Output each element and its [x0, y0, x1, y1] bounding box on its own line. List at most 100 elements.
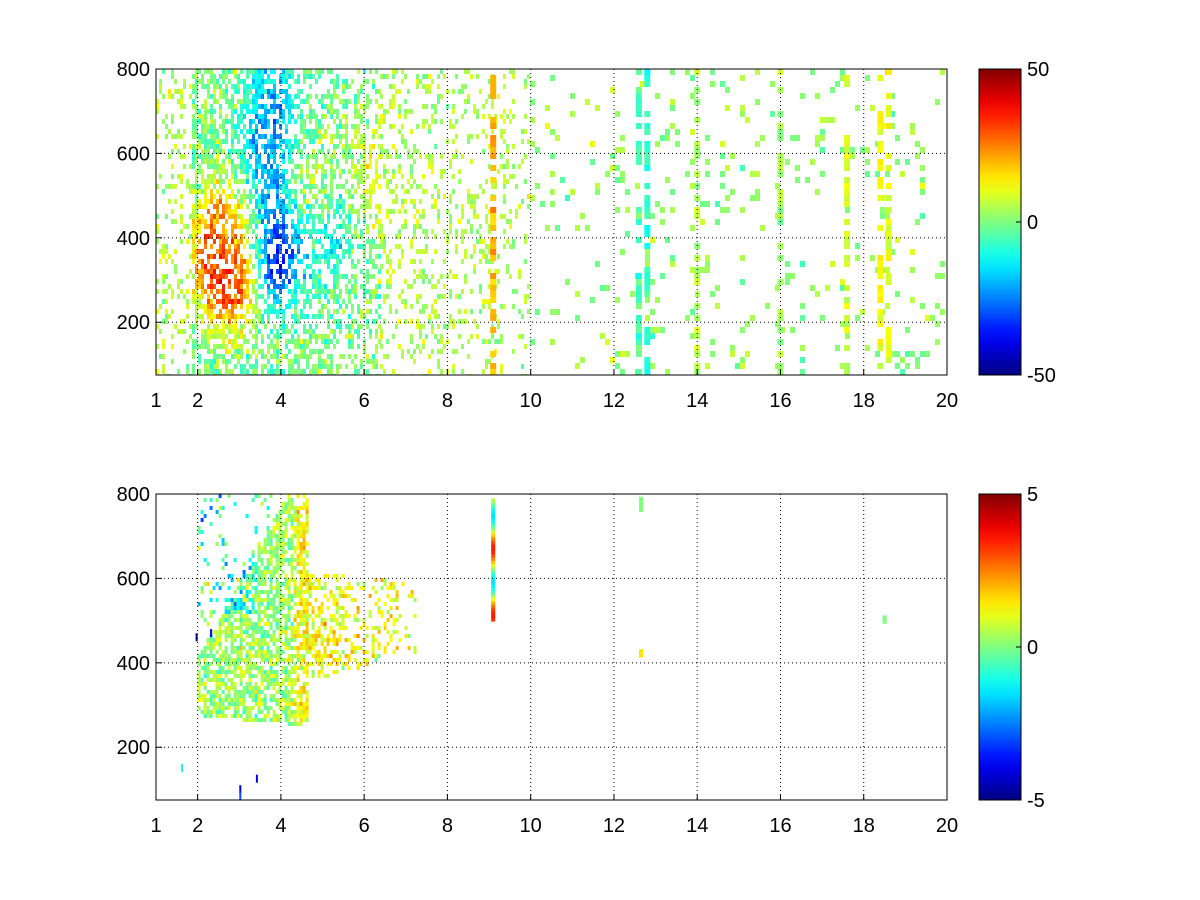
- heatmap-cell: [269, 554, 273, 558]
- heatmap-cell: [186, 184, 189, 189]
- heatmap-cell: [479, 234, 482, 239]
- heatmap-cell: [285, 354, 288, 359]
- heatmap-cell: [272, 662, 276, 666]
- heatmap-cell: [255, 309, 258, 314]
- heatmap-cell: [243, 294, 246, 299]
- heatmap-cell: [503, 74, 506, 79]
- heatmap-cell: [177, 174, 180, 179]
- heatmap-cell: [885, 105, 892, 111]
- heatmap-cell: [198, 109, 201, 114]
- heatmap-cell: [473, 244, 476, 249]
- heatmap-cell: [299, 666, 303, 670]
- heatmap-cell: [276, 369, 279, 374]
- heatmap-cell: [835, 81, 840, 87]
- heatmap-cell: [222, 89, 225, 94]
- heatmap-cell: [221, 542, 225, 546]
- heatmap-cell: [219, 299, 222, 304]
- heatmap-cell: [279, 204, 282, 209]
- heatmap-cell: [644, 129, 651, 135]
- heatmap-cell: [305, 666, 309, 670]
- heatmap-cell: [240, 289, 243, 294]
- heatmap-cell: [260, 550, 264, 554]
- heatmap-cell: [372, 294, 375, 299]
- heatmap-cell: [509, 174, 512, 179]
- heatmap-cell: [344, 626, 348, 630]
- heatmap-cell: [490, 147, 497, 153]
- heatmap-cell: [395, 234, 398, 239]
- heatmap-cell: [281, 630, 285, 634]
- heatmap-cell: [362, 618, 366, 622]
- heatmap-cell: [560, 177, 565, 183]
- heatmap-cell: [302, 686, 306, 690]
- heatmap-cell: [820, 147, 825, 153]
- heatmap-cell: [291, 74, 294, 79]
- heatmap-cell: [335, 638, 339, 642]
- heatmap-cell: [308, 646, 312, 650]
- heatmap-cell: [491, 184, 494, 189]
- heatmap-cell: [321, 314, 324, 319]
- heatmap-cell: [452, 364, 455, 369]
- heatmap-cell: [216, 249, 219, 254]
- heatmap-cell: [261, 369, 264, 374]
- heatmap-cell: [258, 214, 261, 219]
- heatmap-cell: [186, 239, 189, 244]
- heatmap-cell: [372, 354, 375, 359]
- heatmap-cell: [269, 602, 273, 606]
- heatmap-cell: [219, 279, 222, 284]
- heatmap-cell: [335, 610, 339, 614]
- heatmap-cell: [249, 354, 252, 359]
- heatmap-cell: [246, 204, 249, 209]
- heatmap-cell: [285, 209, 288, 214]
- heatmap-cell: [272, 678, 276, 682]
- heatmap-cell: [885, 213, 890, 219]
- heatmap-cell: [215, 670, 219, 674]
- heatmap-cell: [332, 642, 336, 646]
- heatmap-cell: [360, 134, 363, 139]
- heatmap-cell: [210, 229, 213, 234]
- heatmap-cell: [201, 339, 204, 344]
- heatmap-cell: [224, 610, 228, 614]
- heatmap-cell: [306, 354, 309, 359]
- heatmap-cell: [885, 93, 892, 99]
- heatmap-cell: [512, 99, 515, 104]
- heatmap-cell: [267, 139, 270, 144]
- heatmap-cell: [273, 224, 276, 229]
- heatmap-cell: [222, 129, 225, 134]
- heatmap-cell: [521, 199, 524, 204]
- heatmap-cell: [269, 546, 273, 550]
- heatmap-cell: [174, 144, 177, 149]
- heatmap-cell: [341, 590, 345, 594]
- heatmap-cell: [877, 273, 884, 279]
- heatmap-cell: [324, 304, 327, 309]
- heatmap-cell: [330, 184, 333, 189]
- heatmap-cell: [237, 359, 240, 364]
- heatmap-cell: [162, 69, 165, 74]
- heatmap-cell: [251, 598, 255, 602]
- heatmap-cell: [635, 207, 642, 213]
- heatmap-cell: [777, 129, 784, 135]
- heatmap-cell: [366, 204, 369, 209]
- heatmap-cell: [231, 339, 234, 344]
- heatmap-cell: [302, 618, 306, 622]
- heatmap-cell: [198, 184, 201, 189]
- heatmap-cell: [575, 363, 580, 369]
- heatmap-cell: [309, 304, 312, 309]
- heatmap-cell: [224, 662, 228, 666]
- heatmap-cell: [272, 594, 276, 598]
- heatmap-cell: [225, 274, 228, 279]
- heatmap-cell: [378, 269, 381, 274]
- heatmap-cell: [635, 69, 642, 75]
- heatmap-cell: [369, 159, 372, 164]
- heatmap-cell: [345, 214, 348, 219]
- heatmap-cell: [314, 658, 318, 662]
- heatmap-cell: [257, 542, 261, 546]
- heatmap-cell: [321, 364, 324, 369]
- heatmap-cell: [273, 234, 276, 239]
- heatmap-cell: [195, 169, 198, 174]
- heatmap-cell: [285, 269, 288, 274]
- heatmap-cell: [282, 154, 285, 159]
- heatmap-cell: [233, 714, 237, 718]
- heatmap-cell: [254, 666, 258, 670]
- heatmap-cell: [392, 99, 395, 104]
- heatmap-cell: [201, 259, 204, 264]
